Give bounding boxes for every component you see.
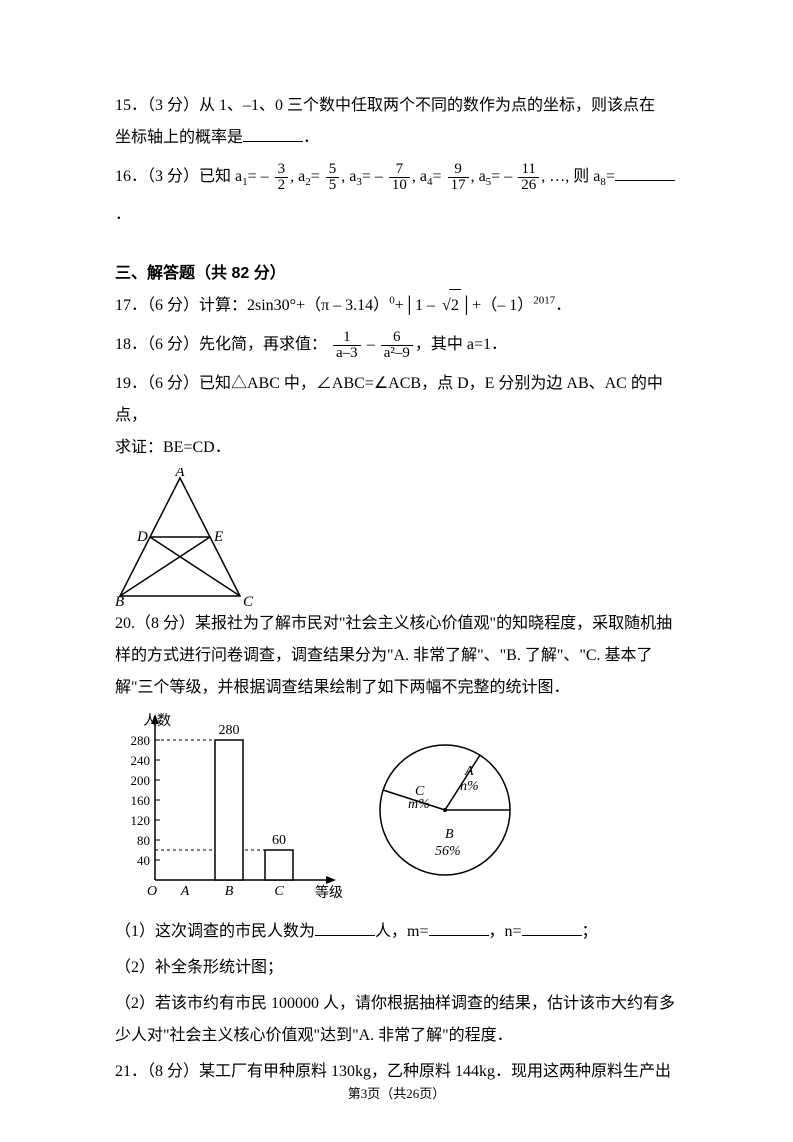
q20-sub1d: ； (582, 923, 598, 940)
section-3-heading: 三、解答题（共 82 分） (115, 259, 683, 283)
footer-prefix: 第 (348, 1086, 361, 1101)
cat-B: B (225, 884, 234, 899)
q15-text-a: 15．（3 分）从 1、–1、0 三个数中任取两个不同的数作为点的坐标，则该点在 (115, 97, 655, 114)
cat-C: C (274, 884, 284, 899)
q16-frac5: 1126 (518, 162, 539, 193)
q16-sep4: , a (471, 168, 486, 185)
origin-label: O (147, 884, 157, 899)
q20-sub3: （2）若该市约有市民 100000 人，请你根据抽样调查的结果，估计该市大约有多… (115, 988, 683, 1052)
q20-line1: 20.（8 分）某报社为了解市民对"社会主义核心价值观"的知晓程度，采取随机抽 (115, 615, 672, 632)
q16-sep3: , a (412, 168, 427, 185)
ytick-80: 80 (137, 833, 150, 848)
q19-triangle-figure: A B C D E (115, 468, 265, 608)
q16-sep2: , a (341, 168, 356, 185)
q19-line2: 求证：BE=CD． (115, 439, 231, 456)
q16-eq2: = (311, 168, 320, 185)
q16-period: ． (115, 206, 131, 223)
q18-tail: ，其中 a=1． (415, 336, 507, 353)
q21-line1: 21．（8 分）某工厂有甲种原料 130kg，乙种原料 144kg．现用这两种原… (115, 1063, 671, 1080)
pie-A-val: n% (460, 779, 479, 794)
q20-blank1 (315, 919, 375, 936)
q20-line3: 解"三个等级，并根据调查结果绘制了如下两幅不完整的统计图． (115, 679, 570, 696)
q15-blank (243, 125, 303, 142)
q16-frac2: 55 (326, 162, 340, 193)
question-18: 18．（6 分）先化简，再求值： 1a–3 – 6a²–9，其中 a=1． (115, 326, 683, 364)
q16-frac3: 710 (389, 162, 410, 193)
ytick-160: 160 (131, 793, 151, 808)
ytick-200: 200 (131, 773, 151, 788)
q18-lead: 18．（6 分）先化简，再求值： (115, 336, 327, 353)
bar-B-label: 280 (219, 723, 240, 738)
y-axis-label: 人数 (143, 713, 171, 729)
q15-text-b: 坐标轴上的概率是 (115, 129, 243, 146)
footer-mid: 页（共 (367, 1086, 406, 1101)
x-axis-label: 等级 (315, 884, 343, 901)
q17-sqrt2: 2 (439, 289, 461, 322)
ytick-240: 240 (131, 753, 151, 768)
q20-sub2: （2）补全条形统计图； (115, 952, 683, 984)
q16-frac4: 917 (448, 162, 469, 193)
tri-B: B (115, 594, 124, 608)
ytick-120: 120 (131, 813, 151, 828)
pie-B-label: B (445, 827, 454, 842)
q17-after: │+（– 1） (461, 297, 533, 314)
q16-blank (615, 164, 675, 181)
q17-mid: +│1 – (395, 297, 439, 314)
q16-sep1: , a (290, 168, 305, 185)
question-17: 17．（6 分）计算：2sin30°+（π – 3.14）0+│1 – 2│+（… (115, 289, 683, 322)
cat-A: A (180, 884, 190, 899)
q20-sub1c: ，n= (489, 923, 522, 940)
q16-tail: , …, 则 a (541, 168, 600, 185)
q16-eqend: = (606, 168, 615, 185)
q20-blank3 (522, 919, 582, 936)
tri-A: A (174, 468, 185, 480)
q20-sub1: （1）这次调查的市民人数为 人，m= ，n= ； (115, 916, 683, 948)
footer-total: 26 (406, 1086, 419, 1101)
bar-B (215, 740, 243, 880)
q18-minus: – (363, 336, 379, 353)
tri-C: C (243, 594, 254, 608)
q20-sub3b: 少人对"社会主义核心价值观"达到"A. 非常了解"的程度． (115, 1027, 513, 1044)
question-19: 19．（6 分）已知△ABC 中，∠ABC=∠ACB，点 D，E 分别为边 AB… (115, 368, 683, 464)
q20-bar-chart: 40 80 120 160 200 240 280 280 60 A B C (115, 710, 345, 910)
q16-lead: 16．（3 分）已知 a (115, 168, 242, 185)
q20-blank2 (429, 919, 489, 936)
bar-C-label: 60 (272, 833, 286, 848)
q17-period: ． (555, 297, 571, 314)
pie-C-val: m% (408, 797, 430, 812)
question-16: 16．（3 分）已知 a1= – 32, a2= 55, a3= – 710, … (115, 158, 683, 235)
q16-eq4: = (433, 168, 442, 185)
pie-B-val: 56% (435, 844, 461, 859)
page-footer: 第3页（共26页） (0, 1083, 793, 1102)
tri-D: D (136, 529, 148, 545)
q20-line2: 样的方式进行问卷调查，调查结果分为"A. 非常了解"、"B. 了解"、"C. 基… (115, 647, 653, 664)
q16-eq3: = – (362, 168, 383, 185)
q20-sub1a: （1）这次调查的市民人数为 (115, 923, 315, 940)
question-15: 15．（3 分）从 1、–1、0 三个数中任取两个不同的数作为点的坐标，则该点在… (115, 90, 683, 154)
ytick-40: 40 (137, 853, 150, 868)
q16-eq1: = – (248, 168, 269, 185)
ytick-280: 280 (131, 733, 151, 748)
q16-eq5: = – (491, 168, 512, 185)
q17-exp2017: 2017 (533, 294, 555, 306)
q15-period: ． (303, 129, 319, 146)
q20-pie-chart: A n% C m% B 56% (365, 730, 525, 890)
question-20: 20.（8 分）某报社为了解市民对"社会主义核心价值观"的知晓程度，采取随机抽 … (115, 608, 683, 704)
footer-suffix: 页） (419, 1086, 445, 1101)
q16-frac1: 32 (275, 162, 289, 193)
q20-sub1b: 人，m= (375, 923, 428, 940)
q20-sub3a: （2）若该市约有市民 100000 人，请你根据抽样调查的结果，估计该市大约有多 (115, 995, 675, 1012)
tri-E: E (213, 529, 223, 545)
q18-frac2: 6a²–9 (381, 330, 413, 361)
q19-line1: 19．（6 分）已知△ABC 中，∠ABC=∠ACB，点 D，E 分别为边 AB… (115, 375, 663, 424)
pie-A-label: A (464, 764, 474, 779)
bar-C (265, 850, 293, 880)
q18-frac1: 1a–3 (333, 330, 361, 361)
q17-lead: 17．（6 分）计算：2sin30°+（π – 3.14） (115, 297, 389, 314)
